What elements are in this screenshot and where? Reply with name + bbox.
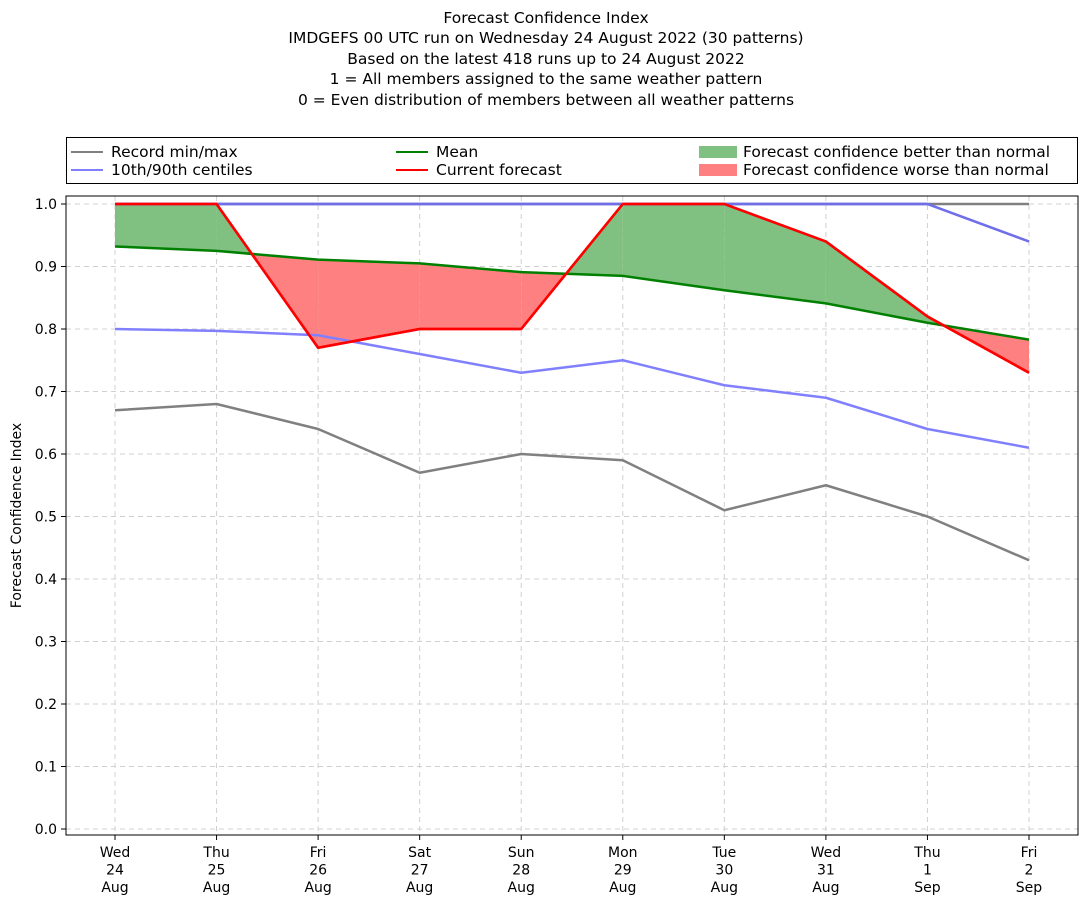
x-tick-label: Aug xyxy=(101,880,128,896)
legend-worse-swatch xyxy=(699,164,737,176)
legend-mean: Mean xyxy=(396,143,478,161)
chart-title: Forecast Confidence Index xyxy=(443,9,649,27)
y-tick-label: 0.3 xyxy=(35,635,57,651)
legend-mean-swatch xyxy=(396,151,428,153)
x-tick-label: Aug xyxy=(609,880,636,896)
x-tick-label: 29 xyxy=(614,863,632,879)
legend-record-minmax: Record min/max xyxy=(71,143,238,161)
x-tick-label: Aug xyxy=(711,880,738,896)
x-tick-label: Aug xyxy=(508,880,535,896)
x-tick-label: Sat xyxy=(408,845,431,861)
chart-title-block: Forecast Confidence Index IMDGEFS 00 UTC… xyxy=(0,8,1092,110)
x-tick-label: Wed xyxy=(811,845,842,861)
current-forecast-line-top xyxy=(115,202,1030,374)
x-tick-label: Sep xyxy=(914,880,941,896)
fill-better-segment xyxy=(622,204,725,291)
chart-subtitle-zero: 0 = Even distribution of members between… xyxy=(297,90,795,109)
x-tick-label: Thu xyxy=(202,845,229,861)
legend-current: Current forecast xyxy=(396,161,562,179)
x-tick-label: Aug xyxy=(304,880,331,896)
centile-90-line xyxy=(115,202,1030,243)
x-tick-label: 31 xyxy=(817,863,835,879)
legend-centiles-label: 10th/90th centiles xyxy=(111,161,253,179)
x-tick-label: 2 xyxy=(1025,863,1034,879)
centile-90-overlay-line xyxy=(115,202,1030,243)
x-tick-label: 27 xyxy=(411,863,429,879)
y-tick-label: 0.9 xyxy=(35,260,57,276)
x-tick-label: Mon xyxy=(608,845,638,861)
y-tick-label: 0.8 xyxy=(35,322,57,338)
x-tick-label: Aug xyxy=(812,880,839,896)
legend-current-label: Current forecast xyxy=(436,161,562,179)
y-tick-label: 0.5 xyxy=(35,510,57,526)
x-tick-label: Fri xyxy=(1021,845,1038,861)
x-tick-label: Tue xyxy=(711,845,736,861)
fill-better-segment xyxy=(724,204,826,304)
x-tick-label: Wed xyxy=(100,845,131,861)
legend: Record min/max 10th/90th centiles Mean C… xyxy=(66,137,1078,184)
legend-better-swatch xyxy=(699,146,737,158)
legend-better-label: Forecast confidence better than normal xyxy=(743,143,1051,161)
fill-worse-segment xyxy=(318,259,420,348)
legend-record-swatch xyxy=(71,151,103,153)
y-axis-label: Forecast Confidence Index xyxy=(9,423,25,608)
legend-centiles-swatch xyxy=(71,169,103,171)
legend-worse-label: Forecast confidence worse than normal xyxy=(743,161,1049,179)
x-tick-label: Aug xyxy=(203,880,230,896)
x-tick-label: 28 xyxy=(512,863,530,879)
legend-better: Forecast confidence better than normal xyxy=(699,143,1050,161)
legend-record-label: Record min/max xyxy=(111,143,238,161)
plot-frame xyxy=(65,195,1079,836)
y-tick-label: 0.4 xyxy=(35,572,57,588)
y-tick-label: 0.6 xyxy=(35,447,57,463)
legend-current-swatch xyxy=(396,169,428,171)
centile-10-line xyxy=(114,327,1030,449)
chart-subtitle-runs: Based on the latest 418 runs up to 24 Au… xyxy=(347,49,745,68)
chart-subtitle-run: IMDGEFS 00 UTC run on Wednesday 24 Augus… xyxy=(288,29,804,48)
record-min-line xyxy=(114,402,1030,562)
legend-mean-label: Mean xyxy=(436,143,479,161)
x-tick-label: Aug xyxy=(406,880,433,896)
y-tick-label: 0.2 xyxy=(35,697,57,713)
y-tick-label: 1.0 xyxy=(35,197,57,213)
mean-line xyxy=(114,245,1030,341)
fill-better-segment xyxy=(825,241,928,323)
x-tick-label: Sun xyxy=(508,845,535,861)
fill-better-segment xyxy=(115,204,217,251)
legend-centiles: 10th/90th centiles xyxy=(71,161,253,179)
y-tick-label: 0.7 xyxy=(35,385,57,401)
x-tick-label: 1 xyxy=(923,863,932,879)
fill-worse-segment xyxy=(419,263,522,329)
x-tick-label: 30 xyxy=(715,863,733,879)
current-forecast-line xyxy=(115,202,1030,374)
chart-subtitle-one: 1 = All members assigned to the same wea… xyxy=(329,70,763,89)
x-tick-label: Sep xyxy=(1016,880,1043,896)
legend-worse: Forecast confidence worse than normal xyxy=(699,161,1049,179)
y-tick-label: 0.0 xyxy=(35,822,57,838)
x-tick-label: Fri xyxy=(310,845,327,861)
x-tick-label: 25 xyxy=(208,863,226,879)
x-tick-label: 26 xyxy=(309,863,327,879)
x-tick-label: Thu xyxy=(913,845,940,861)
x-tick-label: 24 xyxy=(106,863,124,879)
y-tick-label: 0.1 xyxy=(35,760,57,776)
